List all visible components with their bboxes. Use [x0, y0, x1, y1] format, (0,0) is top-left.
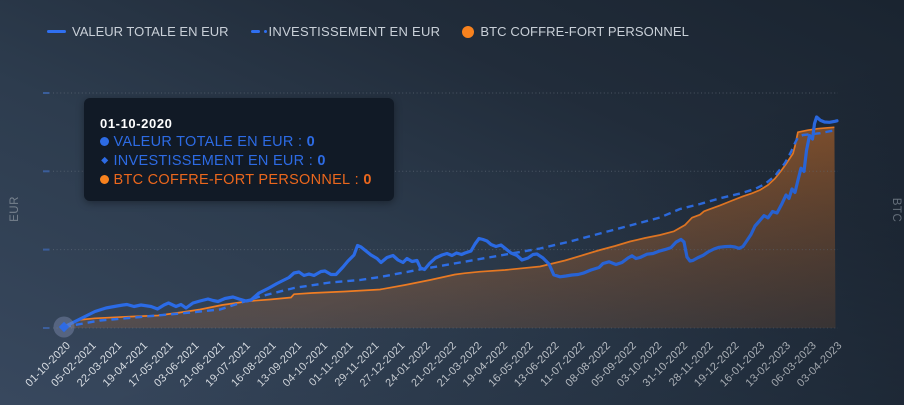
svg-text:08-08-2022: 08-08-2022: [563, 340, 613, 390]
svg-text:21-03-2022: 21-03-2022: [435, 340, 485, 390]
svg-text:19-07-2021: 19-07-2021: [203, 340, 253, 390]
svg-text:03-06-2021: 03-06-2021: [152, 340, 202, 390]
svg-text:21-06-2021: 21-06-2021: [178, 340, 228, 390]
svg-text:13-09-2021: 13-09-2021: [255, 340, 305, 390]
svg-text:13-06-2022: 13-06-2022: [512, 340, 562, 390]
svg-text:28-11-2022: 28-11-2022: [667, 340, 716, 389]
svg-text:05-02-2021: 05-02-2021: [49, 340, 99, 390]
svg-text:05-09-2022: 05-09-2022: [589, 340, 639, 390]
svg-text:22-03-2021: 22-03-2021: [75, 340, 125, 390]
svg-text:29-11-2021: 29-11-2021: [333, 340, 382, 389]
svg-text:03-04-2023: 03-04-2023: [795, 340, 845, 390]
svg-text:03-10-2022: 03-10-2022: [615, 340, 665, 390]
svg-text:06-03-2023: 06-03-2023: [769, 340, 819, 390]
svg-text:16-08-2021: 16-08-2021: [229, 340, 279, 390]
svg-text:16-01-2023: 16-01-2023: [718, 340, 768, 390]
svg-text:31-10-2022: 31-10-2022: [641, 340, 691, 390]
svg-text:01-11-2021: 01-11-2021: [307, 340, 356, 389]
svg-text:04-10-2021: 04-10-2021: [281, 340, 331, 390]
svg-text:21-02-2022: 21-02-2022: [409, 340, 459, 390]
svg-text:19-04-2021: 19-04-2021: [101, 340, 151, 390]
svg-text:17-05-2021: 17-05-2021: [126, 340, 176, 390]
svg-text:16-05-2022: 16-05-2022: [486, 340, 536, 390]
svg-text:13-02-2023: 13-02-2023: [744, 340, 794, 390]
svg-text:19-12-2022: 19-12-2022: [692, 340, 742, 390]
svg-text:27-12-2021: 27-12-2021: [358, 340, 408, 390]
svg-text:11-07-2022: 11-07-2022: [538, 340, 587, 389]
svg-text:19-04-2022: 19-04-2022: [461, 340, 511, 390]
svg-text:01-10-2020: 01-10-2020: [23, 340, 73, 390]
svg-text:24-01-2022: 24-01-2022: [383, 340, 433, 390]
